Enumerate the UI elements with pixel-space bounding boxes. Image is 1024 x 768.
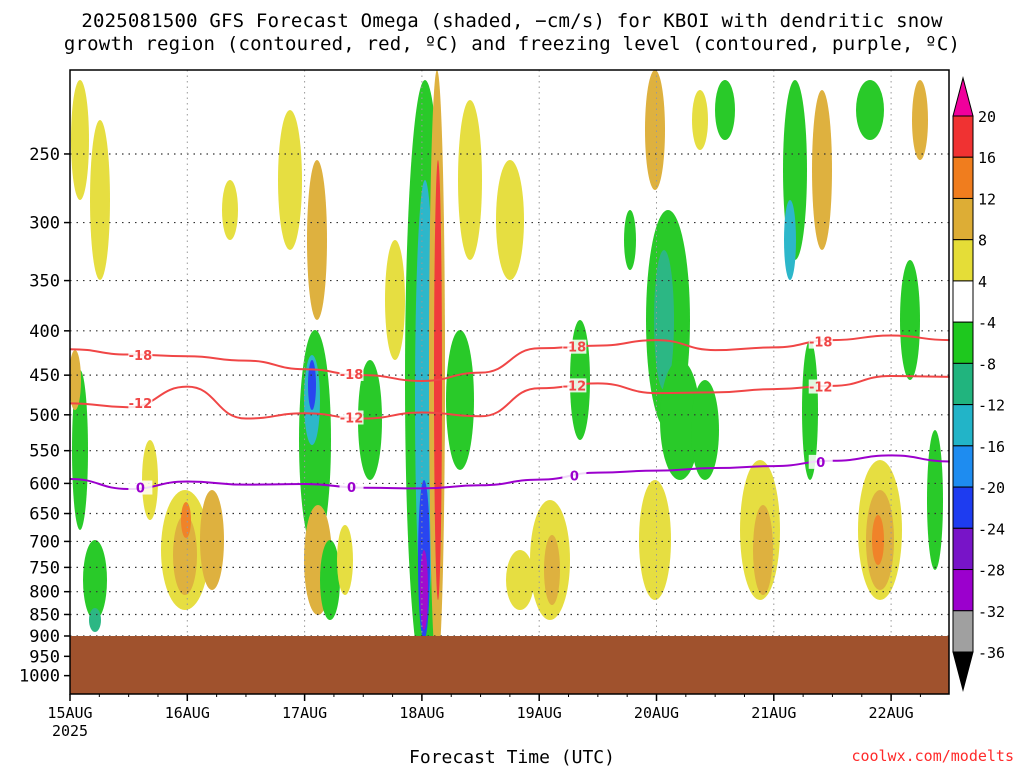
colorbar: 20 16 12 8 4 -4 -8 -12 -16 -20 -24 -28 -32 -36 <box>952 76 1005 692</box>
contour-label: 0 <box>816 456 825 471</box>
contour-label-bg <box>562 339 587 354</box>
contour-label: -18 <box>563 341 587 356</box>
x-axis-title: Forecast Time (UTC) <box>409 747 615 768</box>
contour-label-bg <box>128 396 153 411</box>
y-tick-label: 350 <box>29 272 60 292</box>
y-tick-label: 950 <box>29 647 60 667</box>
x-tick-label: 15AUG <box>47 704 92 722</box>
contour-label-bg <box>808 334 833 349</box>
colorbar-band <box>952 486 974 529</box>
colorbar-band <box>952 197 974 241</box>
x-tick-label: 16AUG <box>165 704 210 722</box>
colorbar-band <box>952 404 974 447</box>
contour-label: -18 <box>809 336 833 351</box>
ground-below-surface <box>70 635 949 694</box>
colorbar-band <box>952 569 974 612</box>
y-tick-label: 750 <box>29 558 60 578</box>
x-tick-label: 22AUG <box>869 704 914 722</box>
colorbar-band <box>952 239 974 282</box>
contour-line <box>69 334 950 382</box>
colorbar-band <box>952 156 974 199</box>
x-tick-label: 18AUG <box>399 704 444 722</box>
colorbar-bottom-arrow <box>952 651 974 692</box>
colorbar-label: -20 <box>978 479 1005 497</box>
y-tick-label: 650 <box>29 505 60 525</box>
x-year-label: 2025 <box>52 722 88 740</box>
contour-label: 0 <box>347 481 356 496</box>
contour-label: -18 <box>129 349 153 364</box>
contour-label: -12 <box>340 412 364 427</box>
colorbar-label: -12 <box>978 397 1005 415</box>
colorbar-label: -32 <box>978 603 1005 621</box>
contour-lines: -18 -18 -18 -18 -12 -12 -12 -12 0 0 0 0 <box>69 334 950 497</box>
contour-label-bg <box>128 347 153 362</box>
y-tick-label: 700 <box>29 532 60 552</box>
y-tick-label: 850 <box>29 605 60 625</box>
x-tick-label: 21AUG <box>751 704 796 722</box>
contour-label-bg <box>808 454 833 469</box>
y-tick-label: 550 <box>29 442 60 462</box>
colorbar-label: 16 <box>978 149 996 167</box>
contour-label-bg <box>339 410 364 425</box>
y-tick-label: 450 <box>29 366 60 386</box>
chart-title-line1: 2025081500 GFS Forecast Omega (shaded, −… <box>81 10 943 32</box>
y-tick-label: 600 <box>29 474 60 494</box>
colorbar-label: -4 <box>978 314 996 332</box>
contour-label: 0 <box>570 469 579 484</box>
contour-label: -12 <box>129 397 153 412</box>
colorbar-label: -36 <box>978 644 1005 662</box>
contour-label: -12 <box>563 379 587 394</box>
contour-line <box>69 374 950 420</box>
colorbar-label: 20 <box>978 108 996 126</box>
colorbar-label: -24 <box>978 520 1005 538</box>
colorbar-band <box>952 115 974 158</box>
colorbar-band <box>952 445 974 488</box>
contour-label-bg <box>562 468 587 483</box>
contour-label: 0 <box>136 482 145 497</box>
x-axis: 15AUG 16AUG 17AUG 18AUG 19AUG 20AUG 21AUG 22AUG… <box>47 694 921 740</box>
colorbar-band <box>952 280 974 323</box>
x-tick-label: 20AUG <box>634 704 679 722</box>
y-axis: 2503003504004505005506006507007508008509… <box>19 145 70 687</box>
colorbar-label: 4 <box>978 273 987 291</box>
contour-label-bg <box>808 379 833 394</box>
contour-label-bg <box>339 366 364 381</box>
colorbar-label: 8 <box>978 232 987 250</box>
ground-fill <box>70 635 949 694</box>
x-tick-label: 17AUG <box>282 704 327 722</box>
colorbar-band <box>952 321 974 364</box>
contour-label: -12 <box>809 381 833 396</box>
y-tick-label: 900 <box>29 627 60 647</box>
contour-label-bg <box>339 480 364 495</box>
colorbar-band <box>952 362 974 406</box>
y-tick-label: 800 <box>29 583 60 603</box>
y-tick-label: 500 <box>29 406 60 426</box>
y-tick-label: 300 <box>29 214 60 234</box>
y-tick-label: 400 <box>29 322 60 342</box>
colorbar-label: -8 <box>978 355 996 373</box>
y-tick-label: 250 <box>29 145 60 165</box>
colorbar-label: -28 <box>978 562 1005 580</box>
contour-label-bg <box>562 378 587 393</box>
x-tick-label: 19AUG <box>517 704 562 722</box>
y-tick-label: 1000 <box>19 667 60 687</box>
colorbar-band <box>952 527 974 571</box>
colorbar-label: 12 <box>978 190 996 208</box>
colorbar-label: -16 <box>978 438 1005 456</box>
colorbar-band <box>952 610 974 653</box>
contour-label: -18 <box>340 368 364 383</box>
chart-title-line2: growth region (contoured, red, ºC) and f… <box>63 33 961 55</box>
colorbar-top-arrow <box>952 76 974 117</box>
contour-label-bg <box>128 480 153 495</box>
omega-shaded-field <box>70 70 943 680</box>
credit-text: coolwx.com/modelts <box>851 747 1014 765</box>
